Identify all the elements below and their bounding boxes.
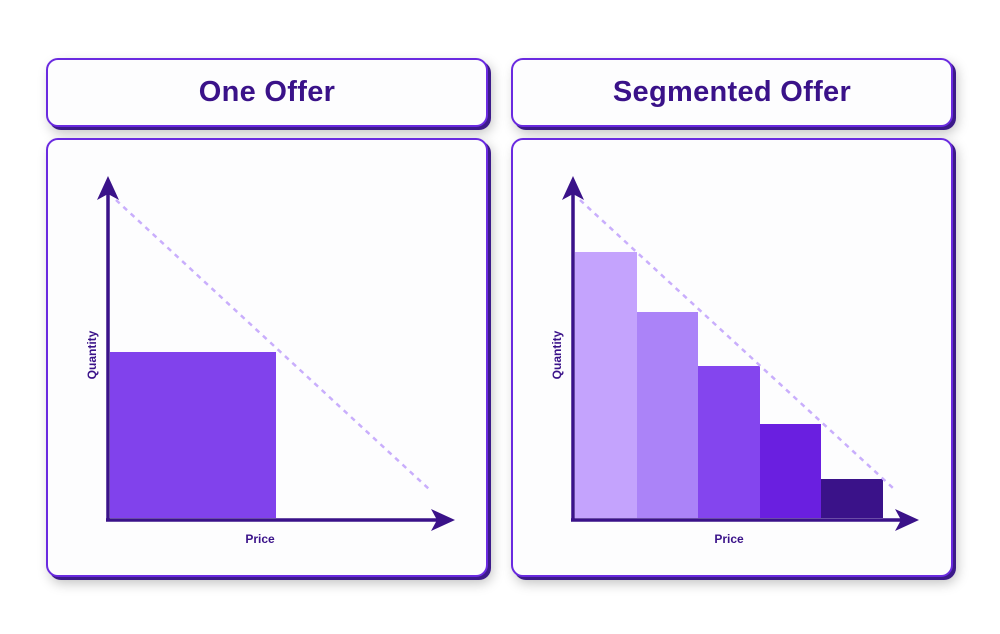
- y-axis-label: Quantity: [550, 330, 564, 379]
- segmented-offer-title-box: Segmented Offer: [511, 58, 953, 127]
- demand-line: [115, 199, 431, 491]
- segment-bar-4: [760, 424, 821, 518]
- segment-bar-3: [698, 366, 760, 518]
- y-axis-arrow-icon: [97, 176, 119, 200]
- one-offer-title-box: One Offer: [46, 58, 488, 127]
- segment-bar-1: [575, 252, 637, 518]
- segmented-offer-title: Segmented Offer: [612, 76, 852, 108]
- x-axis-arrow-icon: [431, 509, 455, 531]
- x-axis-label: Price: [714, 532, 744, 546]
- one-offer-title: One Offer: [198, 76, 336, 108]
- y-axis-label: Quantity: [85, 330, 99, 379]
- demand-line: [579, 199, 894, 489]
- y-axis-arrow-icon: [562, 176, 584, 200]
- segment-bar-5: [821, 479, 883, 518]
- x-axis-label: Price: [245, 532, 275, 546]
- x-axis-arrow-icon: [895, 509, 919, 531]
- segment-bar-2: [637, 312, 698, 518]
- single-price-bar: [110, 352, 276, 518]
